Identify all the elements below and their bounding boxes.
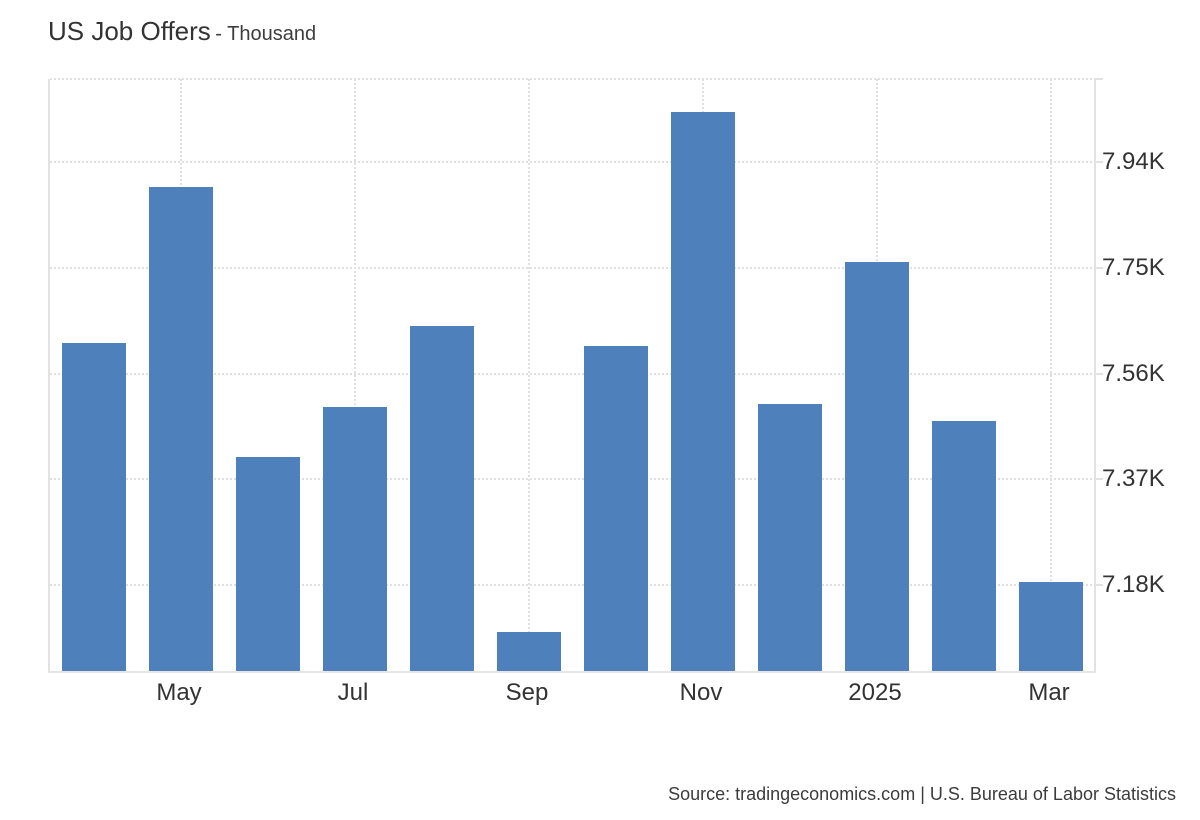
v-gridline: [528, 79, 530, 671]
y-axis-label: 7.75K: [1102, 254, 1165, 281]
y-axis-label: 7.94K: [1102, 148, 1165, 175]
bar-jul-2024[interactable]: [323, 407, 387, 671]
bar-dec-2024[interactable]: [758, 404, 822, 671]
chart-header: US Job Offers - Thousand: [48, 14, 316, 51]
bar-aug-2024[interactable]: [410, 326, 474, 671]
y-axis-label: 7.18K: [1102, 571, 1165, 598]
chart-title: US Job Offers: [48, 16, 211, 46]
x-axis-label: Nov: [679, 679, 723, 706]
bar-mar-2025[interactable]: [1019, 582, 1083, 671]
y-axis-tick: [1094, 584, 1103, 586]
y-axis-tick: [1094, 478, 1103, 480]
bar-sep-2024[interactable]: [497, 632, 561, 671]
h-gridline: [50, 161, 1094, 163]
x-axis-label: Jul: [337, 679, 369, 706]
y-axis-tick: [1094, 267, 1103, 269]
v-gridline: [1050, 79, 1052, 671]
x-axis-label: Sep: [505, 679, 549, 706]
x-axis-label: 2025: [848, 679, 902, 706]
h-gridline: [50, 478, 1094, 480]
bar-oct-2024[interactable]: [584, 346, 648, 671]
bar-feb-2025[interactable]: [932, 421, 996, 671]
y-axis-tick: [1094, 161, 1103, 163]
h-gridline: [50, 584, 1094, 586]
plot-area[interactable]: [48, 78, 1096, 673]
y-axis-label: 7.37K: [1102, 465, 1165, 492]
x-axis-label: Mar: [1028, 679, 1070, 706]
bar-jun-2024[interactable]: [236, 457, 300, 671]
h-gridline: [50, 373, 1094, 375]
bar-apr-2024[interactable]: [62, 343, 126, 671]
y-axis-tick: [1094, 78, 1103, 80]
chart-subtitle: - Thousand: [215, 23, 317, 45]
y-axis-tick: [1094, 373, 1103, 375]
y-axis-label: 7.56K: [1102, 360, 1165, 387]
bar-nov-2024[interactable]: [671, 112, 735, 671]
h-gridline: [50, 267, 1094, 269]
bar-may-2024[interactable]: [149, 187, 213, 671]
v-gridline: [354, 79, 356, 671]
source-attribution: Source: tradingeconomics.com | U.S. Bure…: [668, 784, 1176, 804]
h-gridline: [50, 78, 1094, 80]
x-axis-label: May: [156, 679, 202, 706]
bar-jan-2025[interactable]: [845, 262, 909, 671]
